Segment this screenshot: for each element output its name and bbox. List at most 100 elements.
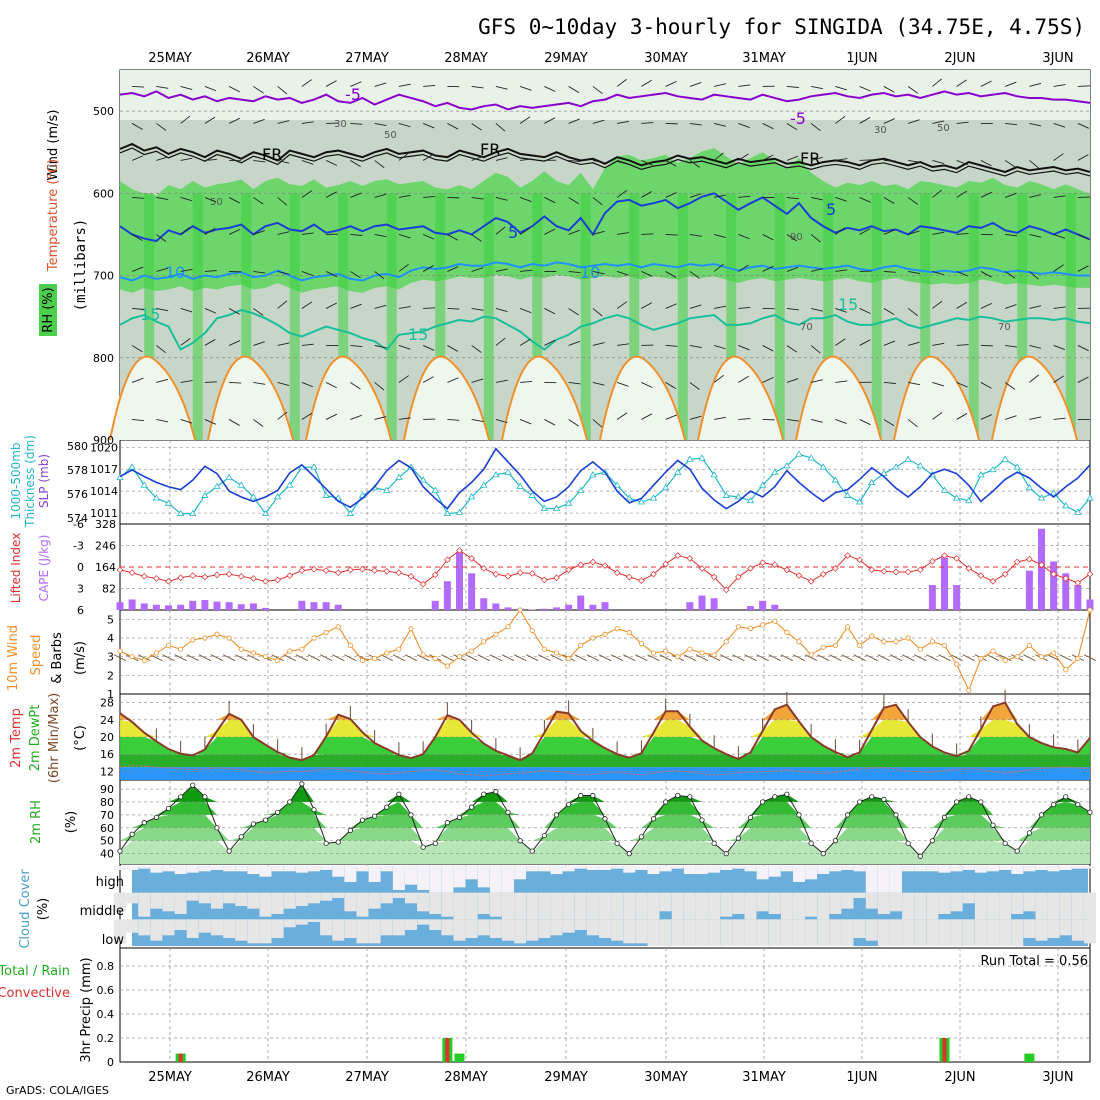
cape-bar [953, 585, 961, 610]
wind-speed-line-point [432, 655, 438, 662]
wind-barb [350, 382, 361, 390]
wind-barb-10m [962, 654, 975, 662]
cloud-cell [1071, 919, 1084, 941]
wind-barb [786, 234, 798, 242]
lifted-index-point [371, 567, 378, 574]
rh-line-point [832, 838, 838, 844]
wind-speed-line-point [929, 639, 935, 645]
thickness-line-point [140, 481, 148, 488]
wind-barb [883, 340, 896, 346]
lifted-index-point [1086, 570, 1094, 578]
cloud-cell [223, 892, 236, 904]
wind-barb [301, 160, 314, 165]
lifted-index-point [771, 561, 779, 569]
thickness-line-point [1013, 463, 1021, 470]
lifted-index-point [213, 571, 221, 579]
wind-barb [835, 269, 848, 272]
rh-line-point [772, 794, 778, 800]
cloud-cell [562, 919, 575, 933]
wind-speed-line-point [735, 624, 741, 630]
thickness-line-point [467, 493, 476, 500]
wind-panel [113, 607, 1097, 693]
wind-barb [374, 345, 387, 349]
rh-line-point [262, 817, 269, 823]
wind-barb-10m [792, 654, 806, 662]
cloud-cell [198, 892, 211, 904]
wind-barb [1004, 382, 1016, 390]
cloud-cell [817, 892, 830, 920]
thickness-line-point [722, 491, 730, 498]
wind-barb-10m [1059, 654, 1072, 662]
y-tick-label: 800 [93, 352, 114, 365]
rh-line-point [638, 834, 644, 840]
cloud-cell [574, 892, 587, 920]
thickness-line-point [201, 491, 209, 498]
rh-light-band [120, 70, 1090, 120]
rh-line-point [650, 816, 657, 822]
lifted-index-point [1038, 561, 1045, 569]
wind-barb [859, 159, 872, 161]
rh-column [629, 193, 640, 440]
wind-speed-line-point [481, 639, 487, 645]
isotherm-4 [119, 309, 1091, 351]
cloud-cell [926, 919, 939, 946]
wind-barb [520, 269, 533, 272]
lifted-index-point [444, 556, 451, 564]
cloud-cell [1023, 892, 1036, 912]
lifted-index-point [480, 565, 488, 572]
contour-label: FR [262, 145, 282, 164]
wind-barb [1004, 81, 1017, 87]
wind-speed-line-point [760, 622, 766, 628]
rh-line-point [481, 791, 487, 797]
thickness-line-point [1025, 484, 1034, 491]
wind-barb [665, 382, 677, 390]
cloud-cell [526, 866, 539, 872]
cloud-cell [611, 892, 624, 920]
contour-label: FR [800, 149, 820, 168]
rh-panel [117, 781, 1093, 864]
cloud-cell [1035, 866, 1048, 870]
date-label-top: 29MAY [544, 51, 588, 66]
wind-speed-line-point [359, 657, 366, 664]
rh-column [580, 193, 591, 440]
wind-speed-line-point [541, 646, 547, 652]
thickness-line-point [164, 499, 173, 506]
wind-barb [277, 231, 290, 235]
rh-column [1065, 193, 1076, 440]
wind-barb [495, 197, 508, 201]
cloud-cell [987, 866, 999, 872]
cloud-cell [162, 892, 175, 912]
wind-barb [1077, 345, 1089, 352]
cape-bar [601, 602, 609, 610]
wind-barb [592, 197, 603, 206]
wind-barb [180, 86, 193, 90]
wind-speed-line-point [687, 646, 693, 652]
wind-barb [204, 158, 217, 161]
rh-column [289, 193, 300, 440]
lifted-index-point [613, 569, 621, 577]
wind-barb [180, 115, 191, 124]
cloud-cell [150, 866, 163, 873]
cloud-cell [514, 892, 527, 920]
wind-barb [156, 197, 169, 200]
cape-bar [771, 604, 779, 610]
contour-label: 10 [165, 263, 185, 282]
wind-barb [180, 197, 193, 202]
date-label-bottom: 27MAY [345, 1070, 389, 1085]
wind-barb [1053, 123, 1066, 128]
y-tick-label: 50 [100, 835, 114, 848]
rh-line-point [505, 809, 511, 815]
cloud-cell [877, 919, 890, 946]
y-tick-label: -6 [73, 518, 84, 531]
date-label-bottom: 25MAY [148, 1070, 192, 1085]
wind-barb-10m [1083, 654, 1097, 662]
rh-column [726, 193, 737, 440]
temp-band [120, 754, 1090, 768]
y-tick-label: 6 [77, 604, 84, 617]
thickness-line-point [746, 496, 755, 504]
rh-ylabel-1: 2m RH [29, 800, 44, 844]
cloud-cell [805, 866, 818, 880]
wind-barb [156, 419, 169, 423]
wind-barb [301, 79, 312, 87]
rh-line-point [275, 809, 281, 815]
